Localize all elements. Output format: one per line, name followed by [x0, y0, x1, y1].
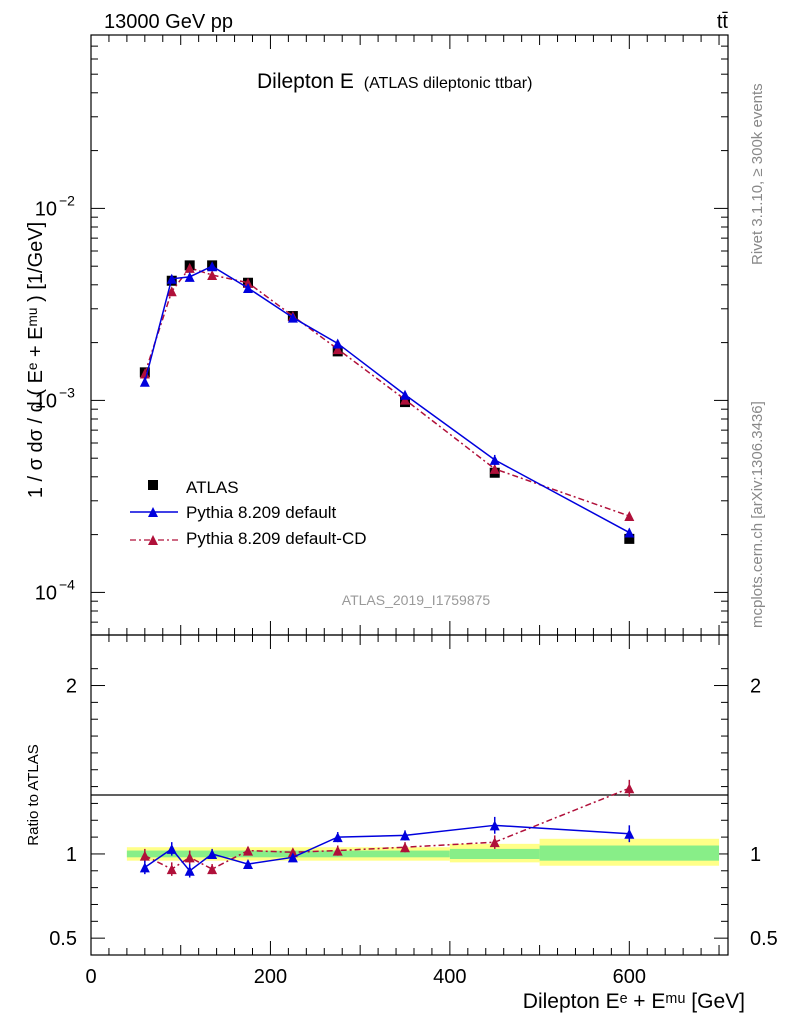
y-tick-exponent: −3: [59, 384, 75, 400]
pythia-8-209-default-point: [166, 843, 177, 854]
pythia-8-209-default-point: [243, 282, 254, 293]
pythia-8-209-default-cd-point: [332, 845, 343, 856]
main-series-layer: [139, 260, 635, 544]
pythia-8-209-default-cd-point: [207, 269, 218, 280]
pythia-8-209-default-point: [243, 859, 254, 870]
ratio-y-tick-label: 1: [66, 844, 77, 866]
ratio-series-layer: [139, 779, 635, 878]
analysis-id-watermark: ATLAS_2019_I1759875: [342, 592, 491, 608]
legend-default-marker: [148, 507, 158, 517]
ratio-uncertainty-bands: [126, 838, 720, 866]
pythia-8-209-default-cd-point: [166, 864, 177, 875]
pythia-8-209-default-cd-point: [489, 463, 500, 474]
x-tick-label: 400: [433, 966, 466, 988]
pythia-8-209-default-cd-point: [624, 510, 635, 521]
energy-label: 13000 GeV pp: [104, 11, 233, 33]
ratio-y-axis-label: Ratio to ATLAS: [25, 744, 42, 845]
green-uncertainty-band: [539, 845, 720, 861]
mcplots-reference-label: mcplots.cern.ch [arXiv:1306.3436]: [749, 401, 766, 628]
pythia-8-209-default-cd-line: [144, 267, 630, 517]
legend-atlas-marker: [148, 480, 158, 490]
pythia-8-209-default-cd-point: [184, 262, 195, 273]
pythia-8-209-default-cd-point: [287, 847, 298, 858]
y-tick-label: 10: [35, 582, 57, 604]
x-tick-label: 200: [254, 966, 287, 988]
ratio-axis-ticks: 0.5 0.5 1 1 2 2 0 200 400 600: [49, 635, 778, 988]
ratio-y-tick-label: 0.5: [49, 928, 77, 950]
pythia-8-209-default-cd-point: [207, 864, 218, 875]
process-label: tt̄: [717, 11, 729, 33]
green-uncertainty-band: [449, 848, 540, 859]
pythia-8-209-default-cd-point: [332, 344, 343, 355]
atlas-point: [624, 533, 635, 544]
pythia-8-209-default-line: [144, 824, 630, 872]
plot-title: Dilepton E (ATLAS dileptonic ttbar): [257, 70, 532, 93]
ratio-y-tick-label-right: 1: [750, 844, 761, 866]
pythia-8-209-default-point: [139, 862, 150, 873]
pythia-8-209-default-point: [489, 820, 500, 831]
pythia-8-209-default-point: [624, 527, 635, 538]
pythia-8-209-default-cd-point: [400, 842, 411, 853]
legend-cd-label: Pythia 8.209 default-CD: [186, 529, 367, 548]
pythia-8-209-default-cd-point: [243, 845, 254, 856]
legend-default-label: Pythia 8.209 default: [186, 503, 337, 522]
y-tick-label: 10: [35, 390, 57, 412]
legend-atlas-label: ATLAS: [186, 478, 239, 497]
rivet-version-label: Rivet 3.1.10, ≥ 300k events: [749, 83, 766, 265]
pythia-8-209-default-point: [166, 273, 177, 284]
pythia-8-209-default-point: [287, 312, 298, 323]
pythia-8-209-default-cd-point: [184, 852, 195, 863]
pythia-8-209-default-line: [144, 265, 630, 534]
main-y-axis-label: 1 / σ dσ / d ( Eᵉ + Eᵐᵘ ) [1/GeV]: [25, 222, 47, 498]
pythia-8-209-default-point: [400, 830, 411, 841]
main-axis-ticks: 10−210−310−4: [35, 34, 728, 636]
ratio-y-tick-label: 2: [66, 676, 77, 698]
ratio-y-tick-label-right: 0.5: [750, 928, 778, 950]
pythia-8-209-default-point: [184, 271, 195, 282]
legend: ATLAS Pythia 8.209 default Pythia 8.209 …: [130, 478, 367, 548]
pythia-8-209-default-cd-point: [243, 277, 254, 288]
y-tick-exponent: −4: [59, 576, 75, 592]
pythia-8-209-default-point: [332, 338, 343, 349]
pythia-8-209-default-point: [489, 454, 500, 465]
pythia-8-209-default-point: [400, 389, 411, 400]
x-axis-label: Dilepton Eᵉ + Eᵐᵘ [GeV]: [523, 990, 745, 1013]
pythia-8-209-default-point: [287, 852, 298, 863]
y-tick-exponent: −2: [59, 192, 75, 208]
pythia-8-209-default-point: [184, 865, 195, 876]
pythia-8-209-default-point: [207, 261, 218, 272]
x-tick-label: 0: [85, 966, 96, 988]
legend-cd-marker: [148, 535, 158, 545]
pythia-8-209-default-cd-point: [166, 286, 177, 297]
pythia-8-209-default-point: [332, 832, 343, 843]
pythia-8-209-default-cd-point: [489, 837, 500, 848]
pythia-8-209-default-cd-point: [139, 368, 150, 379]
x-tick-label: 600: [613, 966, 646, 988]
pythia-8-209-default-point: [139, 376, 150, 387]
pythia-8-209-default-point: [624, 828, 635, 839]
pythia-8-209-default-cd-point: [624, 783, 635, 794]
ratio-y-tick-label-right: 2: [750, 676, 761, 698]
green-uncertainty-band: [126, 850, 450, 858]
pythia-8-209-default-cd-point: [139, 850, 150, 861]
pythia-8-209-default-point: [207, 848, 218, 859]
y-tick-label: 10: [35, 198, 57, 220]
